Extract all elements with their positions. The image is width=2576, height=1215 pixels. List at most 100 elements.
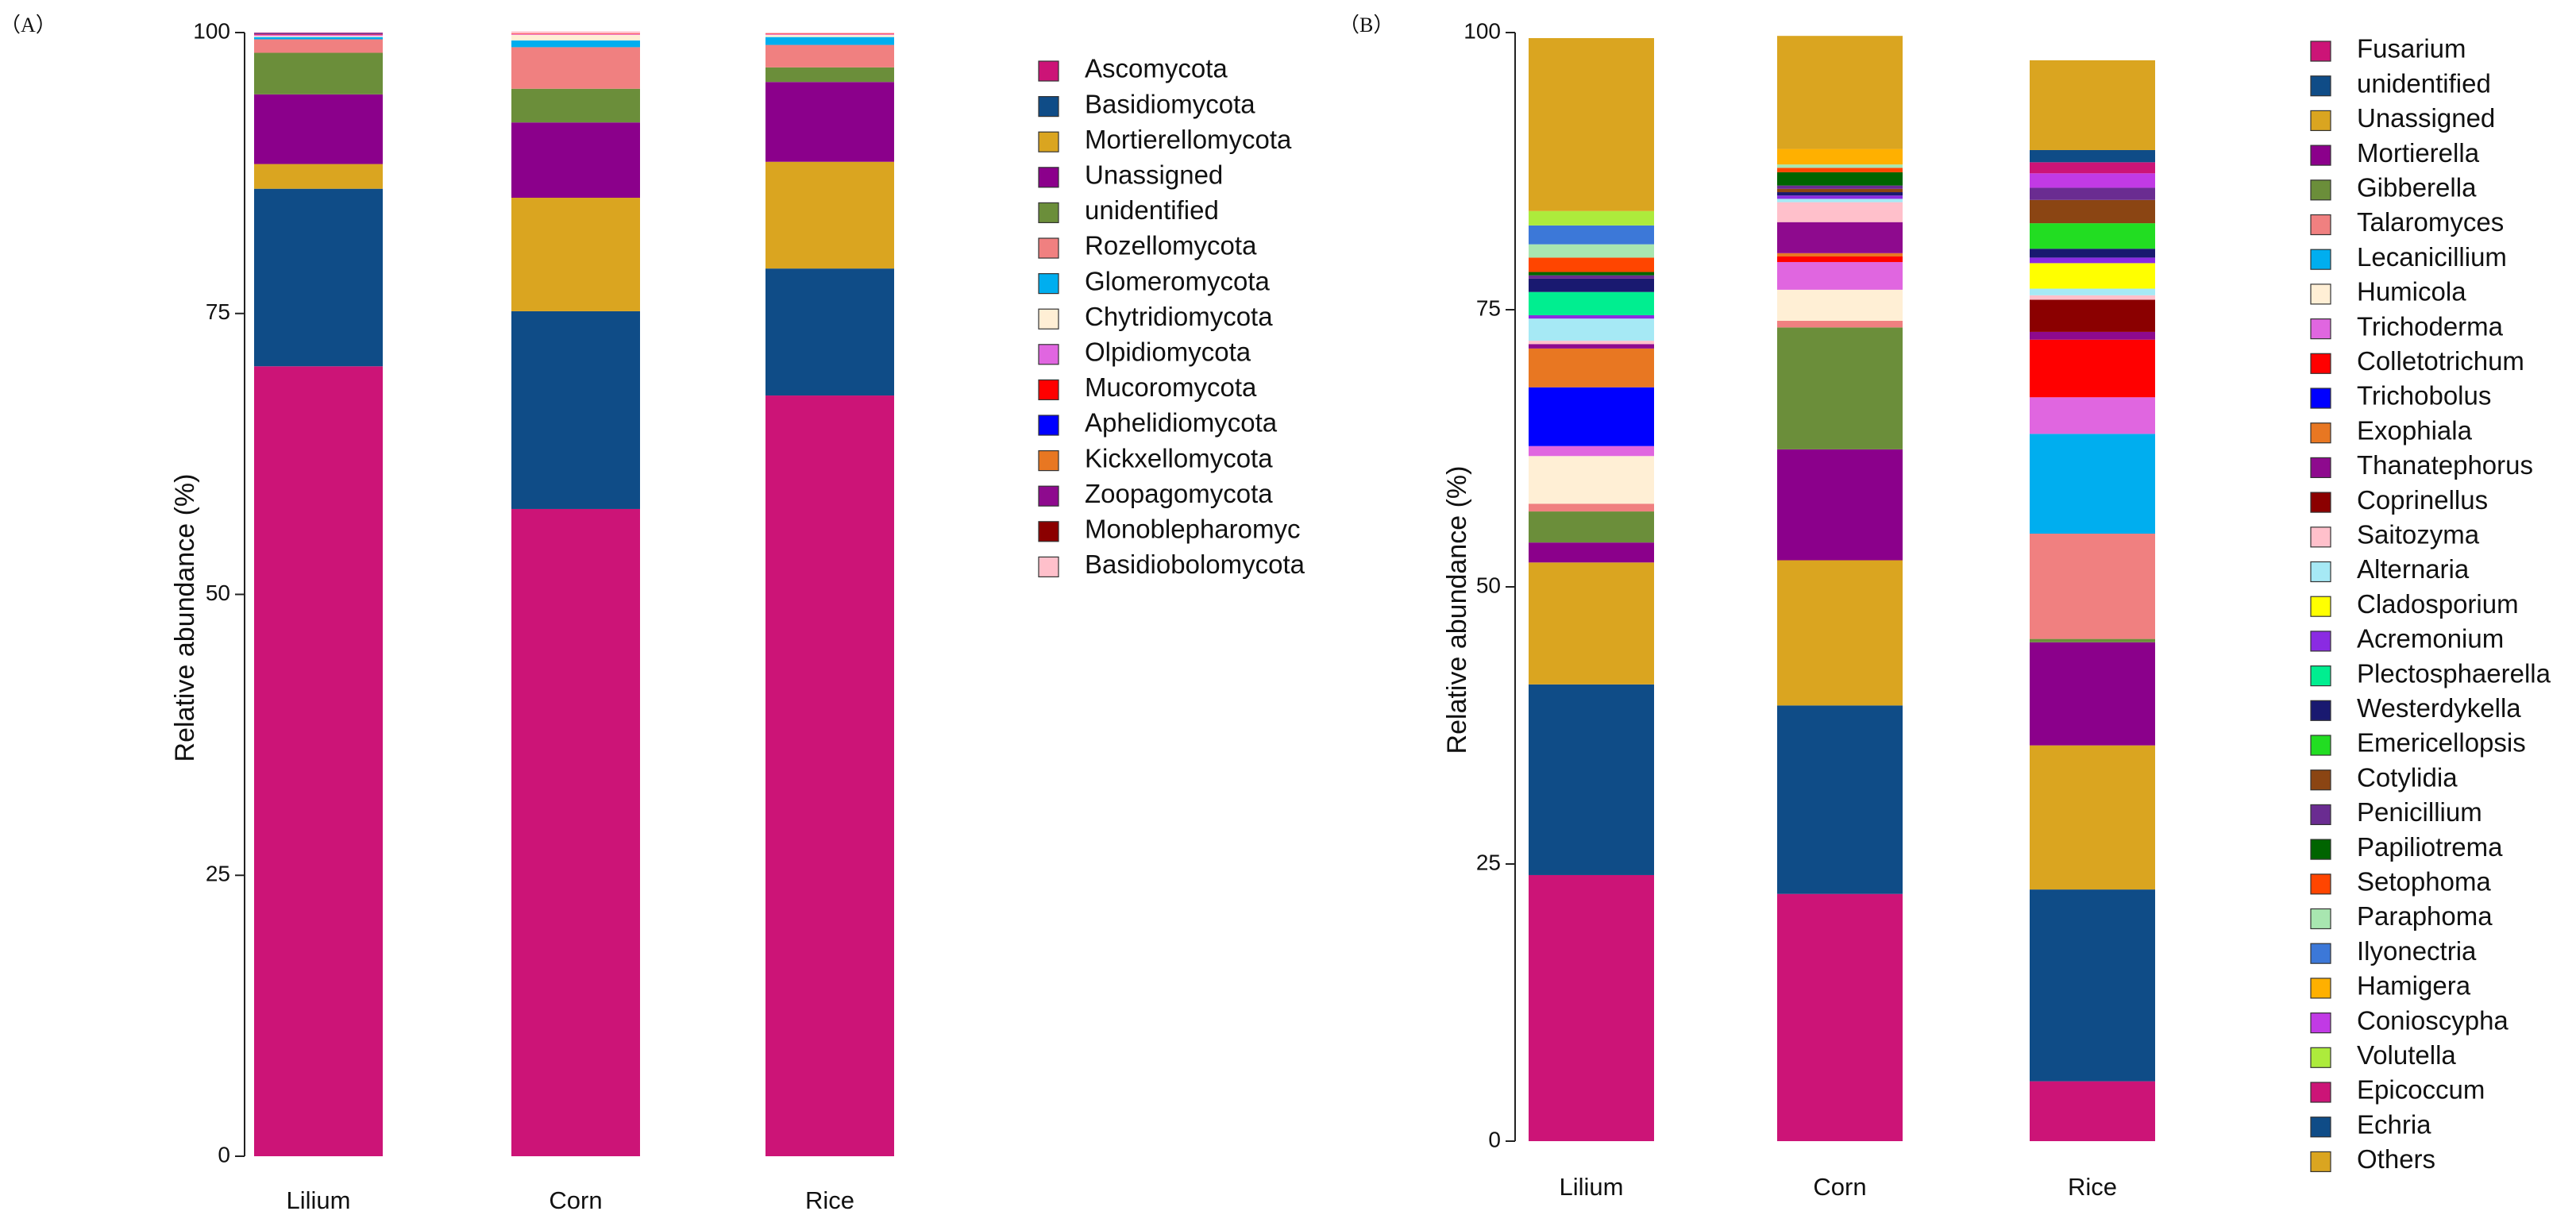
y-tick-label: 75: [1476, 295, 1501, 320]
bar-segment-rice-talaromyces: [2030, 533, 2155, 639]
legend-swatch-glomeromycota: [1038, 273, 1059, 295]
bar-segment-rice-epicoccum: [2030, 162, 2155, 174]
legend-swatch-setophoma: [2310, 874, 2331, 895]
bar-segment-lilium-unidentified: [254, 52, 383, 94]
legend-swatch-ascomycota: [1038, 60, 1059, 82]
legend-swatch-trichobolus: [2310, 388, 2331, 409]
bar-segment-corn-unassigned: [511, 122, 640, 199]
bar-segment-lilium-unassigned: [254, 94, 383, 164]
bar-segment-rice-penicillium: [2030, 187, 2155, 200]
bar-segment-corn-unassigned: [1777, 560, 1903, 706]
bar-segment-rice-conioscypha: [2030, 173, 2155, 188]
legend-label-unassigned: Unassigned: [2357, 103, 2495, 133]
bar-segment-lilium-olpidiomycota: [254, 34, 383, 37]
legend-label-trichobolus: Trichobolus: [2357, 381, 2491, 411]
legend-label-exophiala: Exophiala: [2357, 415, 2473, 445]
bar-segment-rice-saitozyma: [2030, 295, 2155, 300]
panel-a-label: （A）: [0, 14, 56, 37]
legend-swatch-conioscypha: [2310, 1012, 2331, 1034]
category-label-rice: Rice: [805, 1186, 854, 1214]
legend-label-paraphoma: Paraphoma: [2357, 901, 2493, 931]
legend-swatch-lecanicillium: [2310, 249, 2331, 270]
bar-segment-lilium-glomeromycota: [254, 37, 383, 40]
legend-swatch-others: [2310, 1151, 2331, 1173]
legend-label-penicillium: Penicillium: [2357, 797, 2482, 827]
bar-segment-corn-mucoromycota: [511, 33, 640, 35]
legend-swatch-hamigera: [2310, 978, 2331, 999]
bar-segment-rice-basidiomycota: [765, 268, 894, 396]
legend-swatch-kickxellomycota: [1038, 449, 1059, 472]
legend-swatch-exophiala: [2310, 422, 2331, 444]
bar-segment-corn-colletotrichum: [1777, 256, 1903, 262]
bar-segment-rice-unidentified: [765, 67, 894, 83]
bar-segment-corn-mortierella: [1777, 449, 1903, 561]
bar-segment-lilium-others: [1529, 37, 1654, 211]
legend-swatch-gibberella: [2310, 179, 2331, 201]
panel-b-stacked-bar-chart: （B） Relative abundance (%) 0 25 50 75 100 Li…: [1339, 14, 2551, 1201]
legend-label-mucoromycota: Mucoromycota: [1085, 372, 1257, 402]
legend-swatch-colletotrichum: [2310, 353, 2331, 374]
bar-segment-corn-rozellomycota: [511, 47, 640, 89]
bar-segment-corn-basidiomycota: [511, 310, 640, 509]
legend-label-talaromyces: Talaromyces: [2357, 207, 2504, 237]
bar-segment-lilium-exophiala: [1529, 348, 1654, 388]
legend-swatch-ilyonectria: [2310, 943, 2331, 964]
legend-label-echria: Echria: [2357, 1109, 2431, 1139]
bar-segment-rice-fusarium: [2030, 1081, 2155, 1141]
bar-segment-lilium-unidentified: [1529, 684, 1654, 875]
legend-label-unidentified: unidentified: [1085, 195, 1219, 225]
bar-segment-lilium-kickxellomycota: [254, 33, 383, 34]
bar-segment-rice-cladosporium: [2030, 263, 2155, 289]
bar-segment-lilium-plectosphaerella: [1529, 291, 1654, 315]
bar-segment-rice-olpidiomycota: [765, 34, 894, 35]
bar-segment-corn-glomeromycota: [511, 40, 640, 48]
legend-label-fusarium: Fusarium: [2357, 34, 2466, 64]
bar-segment-corn-chytridiomycota: [511, 34, 640, 40]
y-tick-label: 100: [1463, 18, 1501, 43]
panel-a-y-ticks: 0 25 50 75 100: [193, 18, 245, 1167]
bar-segment-lilium-trichobolus: [1529, 387, 1654, 446]
category-label-lilium: Lilium: [287, 1186, 351, 1214]
bar-segment-corn-trichoderma: [1777, 261, 1903, 290]
bar-segment-lilium-humicola: [1529, 456, 1654, 504]
bar-segment-lilium-mortierellomycota: [254, 164, 383, 189]
bar-segment-rice-thanatephorus: [2030, 331, 2155, 340]
legend-label-volutella: Volutella: [2357, 1040, 2456, 1070]
legend-label-alternaria: Alternaria: [2357, 554, 2470, 584]
legend-swatch-cladosporium: [2310, 596, 2331, 617]
legend-label-unidentified: unidentified: [2357, 68, 2491, 98]
legend-swatch-fusarium: [2310, 40, 2331, 62]
bar-segment-lilium-mucoromycota: [254, 34, 383, 35]
legend-swatch-chytridiomycota: [1038, 308, 1059, 330]
legend-label-conioscypha: Conioscypha: [2357, 1005, 2509, 1035]
bar-segment-rice-trichoderma: [2030, 397, 2155, 434]
bar-segment-rice-others: [2030, 60, 2155, 150]
legend-swatch-epicoccum: [2310, 1082, 2331, 1103]
bar-segment-rice-mortierella: [2030, 642, 2155, 746]
panel-a-y-axis-label: Relative abundance (%): [170, 474, 200, 762]
y-tick-label: 25: [1476, 850, 1501, 874]
legend-swatch-mortierella: [2310, 145, 2331, 166]
legend-swatch-basidiobolomycota: [1038, 556, 1059, 578]
panel-a-category-labels: Lilium Corn Rice: [287, 1186, 854, 1214]
bar-segment-lilium-volutella: [1529, 210, 1654, 226]
bar-segment-rice-cotylidia: [2030, 199, 2155, 224]
bar-segment-corn-unidentified: [1777, 705, 1903, 894]
bar-segment-rice-emericellopsis: [2030, 223, 2155, 249]
legend-label-glomeromycota: Glomeromycota: [1085, 266, 1271, 295]
bar-segment-rice-lecanicillium: [2030, 434, 2155, 534]
legend-label-chytridiomycota: Chytridiomycota: [1085, 302, 1273, 331]
legend-label-colletotrichum: Colletotrichum: [2357, 346, 2524, 376]
bar-segment-corn-penicillium: [1777, 185, 1903, 189]
bar-segment-corn-saitozyma: [1777, 202, 1903, 222]
bar-segment-rice-westerdykella: [2030, 249, 2155, 258]
category-label-lilium: Lilium: [1560, 1173, 1624, 1201]
bar-segment-corn-hamigera: [1777, 148, 1903, 165]
bar-segment-rice-mortierellomycota: [765, 161, 894, 269]
bar-segment-rice-echria: [2030, 149, 2155, 163]
bar-segment-corn-alternaria: [1777, 199, 1903, 202]
legend-label-thanatephorus: Thanatephorus: [2357, 450, 2533, 480]
legend-swatch-rozellomycota: [1038, 237, 1059, 259]
legend-swatch-acremonium: [2310, 631, 2331, 652]
bar-segment-corn-acremonium: [1777, 195, 1903, 199]
